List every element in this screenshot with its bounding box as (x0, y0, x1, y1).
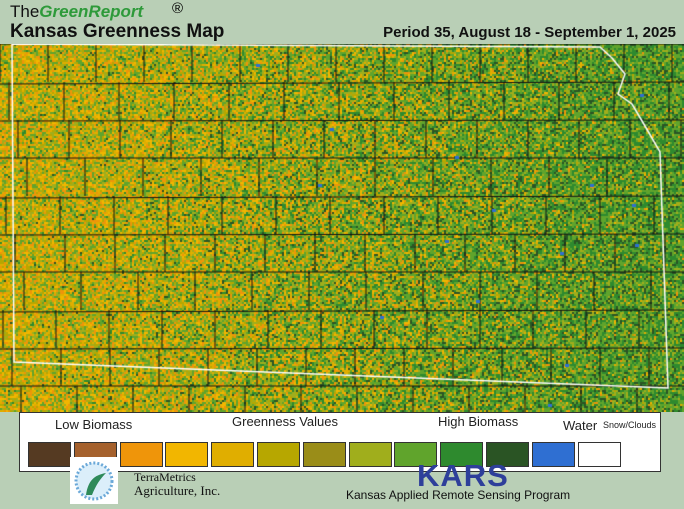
legend-water-label: Water (563, 418, 598, 433)
brand-name: GreenReport (39, 2, 144, 21)
terrametrics-line1: TerraMetrics (134, 470, 196, 484)
legend: Low Biomass Greenness Values High Biomas… (19, 412, 661, 472)
terrametrics-name: TerraMetrics Agriculture, Inc. (134, 470, 220, 498)
legend-low-label: Low Biomass (55, 417, 133, 432)
kars-logo: KARS (417, 458, 509, 493)
legend-swatch (28, 442, 71, 467)
legend-high-label: High Biomass (438, 414, 519, 429)
legend-swatch (302, 442, 346, 467)
legend-swatch (440, 442, 484, 467)
legend-swatch (394, 442, 438, 467)
legend-mid-label: Greenness Values (232, 414, 338, 429)
legend-swatch (577, 442, 621, 467)
legend-swatch (531, 442, 575, 467)
legend-swatch (257, 442, 300, 467)
legend-swatch (211, 442, 255, 467)
legend-snow-label: Snow/Clouds (603, 420, 657, 430)
terrametrics-logo (70, 457, 118, 504)
legend-swatch (165, 442, 209, 467)
greenness-map (0, 44, 684, 412)
brand: TheGreenReport (10, 2, 143, 22)
page-title: Kansas Greenness Map (10, 21, 225, 42)
kars-full-name: Kansas Applied Remote Sensing Program (346, 488, 571, 502)
registered-mark: ® (172, 0, 184, 17)
legend-swatch (348, 442, 392, 467)
legend-swatch (486, 442, 529, 467)
legend-swatch (119, 442, 163, 467)
terrametrics-line2: Agriculture, Inc. (134, 483, 221, 498)
brand-prefix: The (10, 2, 40, 21)
period-label: Period 35, August 18 - September 1, 2025 (383, 24, 676, 41)
